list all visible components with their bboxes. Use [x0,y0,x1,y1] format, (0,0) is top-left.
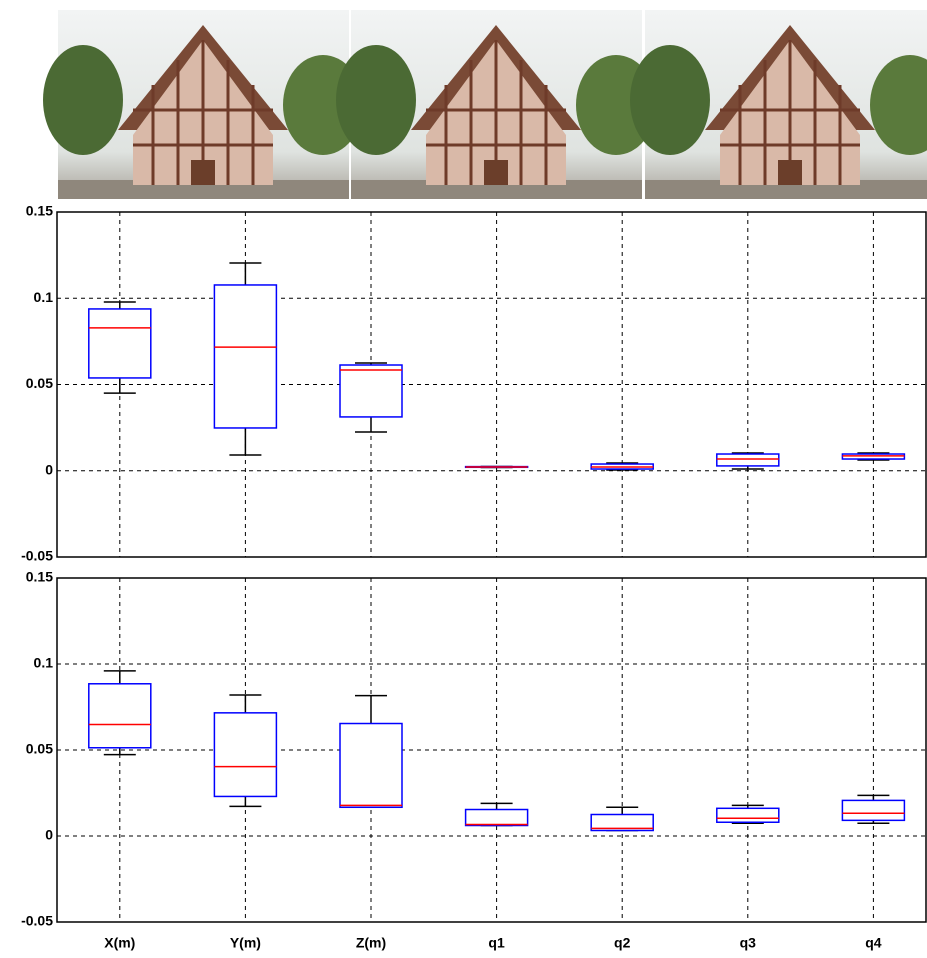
upper-whisker [355,696,387,724]
photo [43,10,363,199]
lower-whisker [104,748,136,755]
x-tick-label: Z(m) [356,935,386,951]
x-tick-label: Y(m) [230,935,261,951]
lower-whisker [229,428,261,455]
box [717,808,779,822]
upper-whisker [481,803,513,809]
upper-whisker [229,695,261,713]
upper-whisker [104,671,136,684]
box [214,285,276,428]
y-tick-label: 0.05 [26,741,53,757]
upper-whisker [606,807,638,814]
box [89,684,151,748]
box [340,365,402,417]
y-tick-label: 0.05 [26,375,53,391]
lower-whisker [229,796,261,806]
photo [630,10,927,199]
x-tick-label: q2 [614,935,631,951]
upper-whisker [104,302,136,309]
x-tick-label: X(m) [104,935,135,951]
y-tick-label: 0.15 [26,203,53,219]
x-tick-label: q1 [488,935,505,951]
lower-whisker [104,378,136,393]
y-tick-label: 0.1 [34,289,54,305]
photo [336,10,656,199]
y-tick-label: 0 [45,461,53,477]
x-tick-label: q3 [740,935,757,951]
box [214,713,276,797]
y-tick-label: -0.05 [21,548,53,564]
box [717,454,779,466]
y-tick-label: -0.05 [21,913,53,929]
x-tick-label: q4 [865,935,882,951]
y-tick-label: 0.1 [34,655,54,671]
box [842,800,904,820]
box [466,810,528,826]
box [89,309,151,378]
box [340,724,402,808]
lower-whisker [355,417,387,432]
figure: -0.05 0 0.05 0.1 0.15 -0.05 0 0.05 0.1 0.15 X(m) Y(… [0,0,927,958]
y-tick-label: 0.15 [26,569,53,585]
upper-whisker [229,263,261,285]
y-tick-label: 0 [45,827,53,843]
